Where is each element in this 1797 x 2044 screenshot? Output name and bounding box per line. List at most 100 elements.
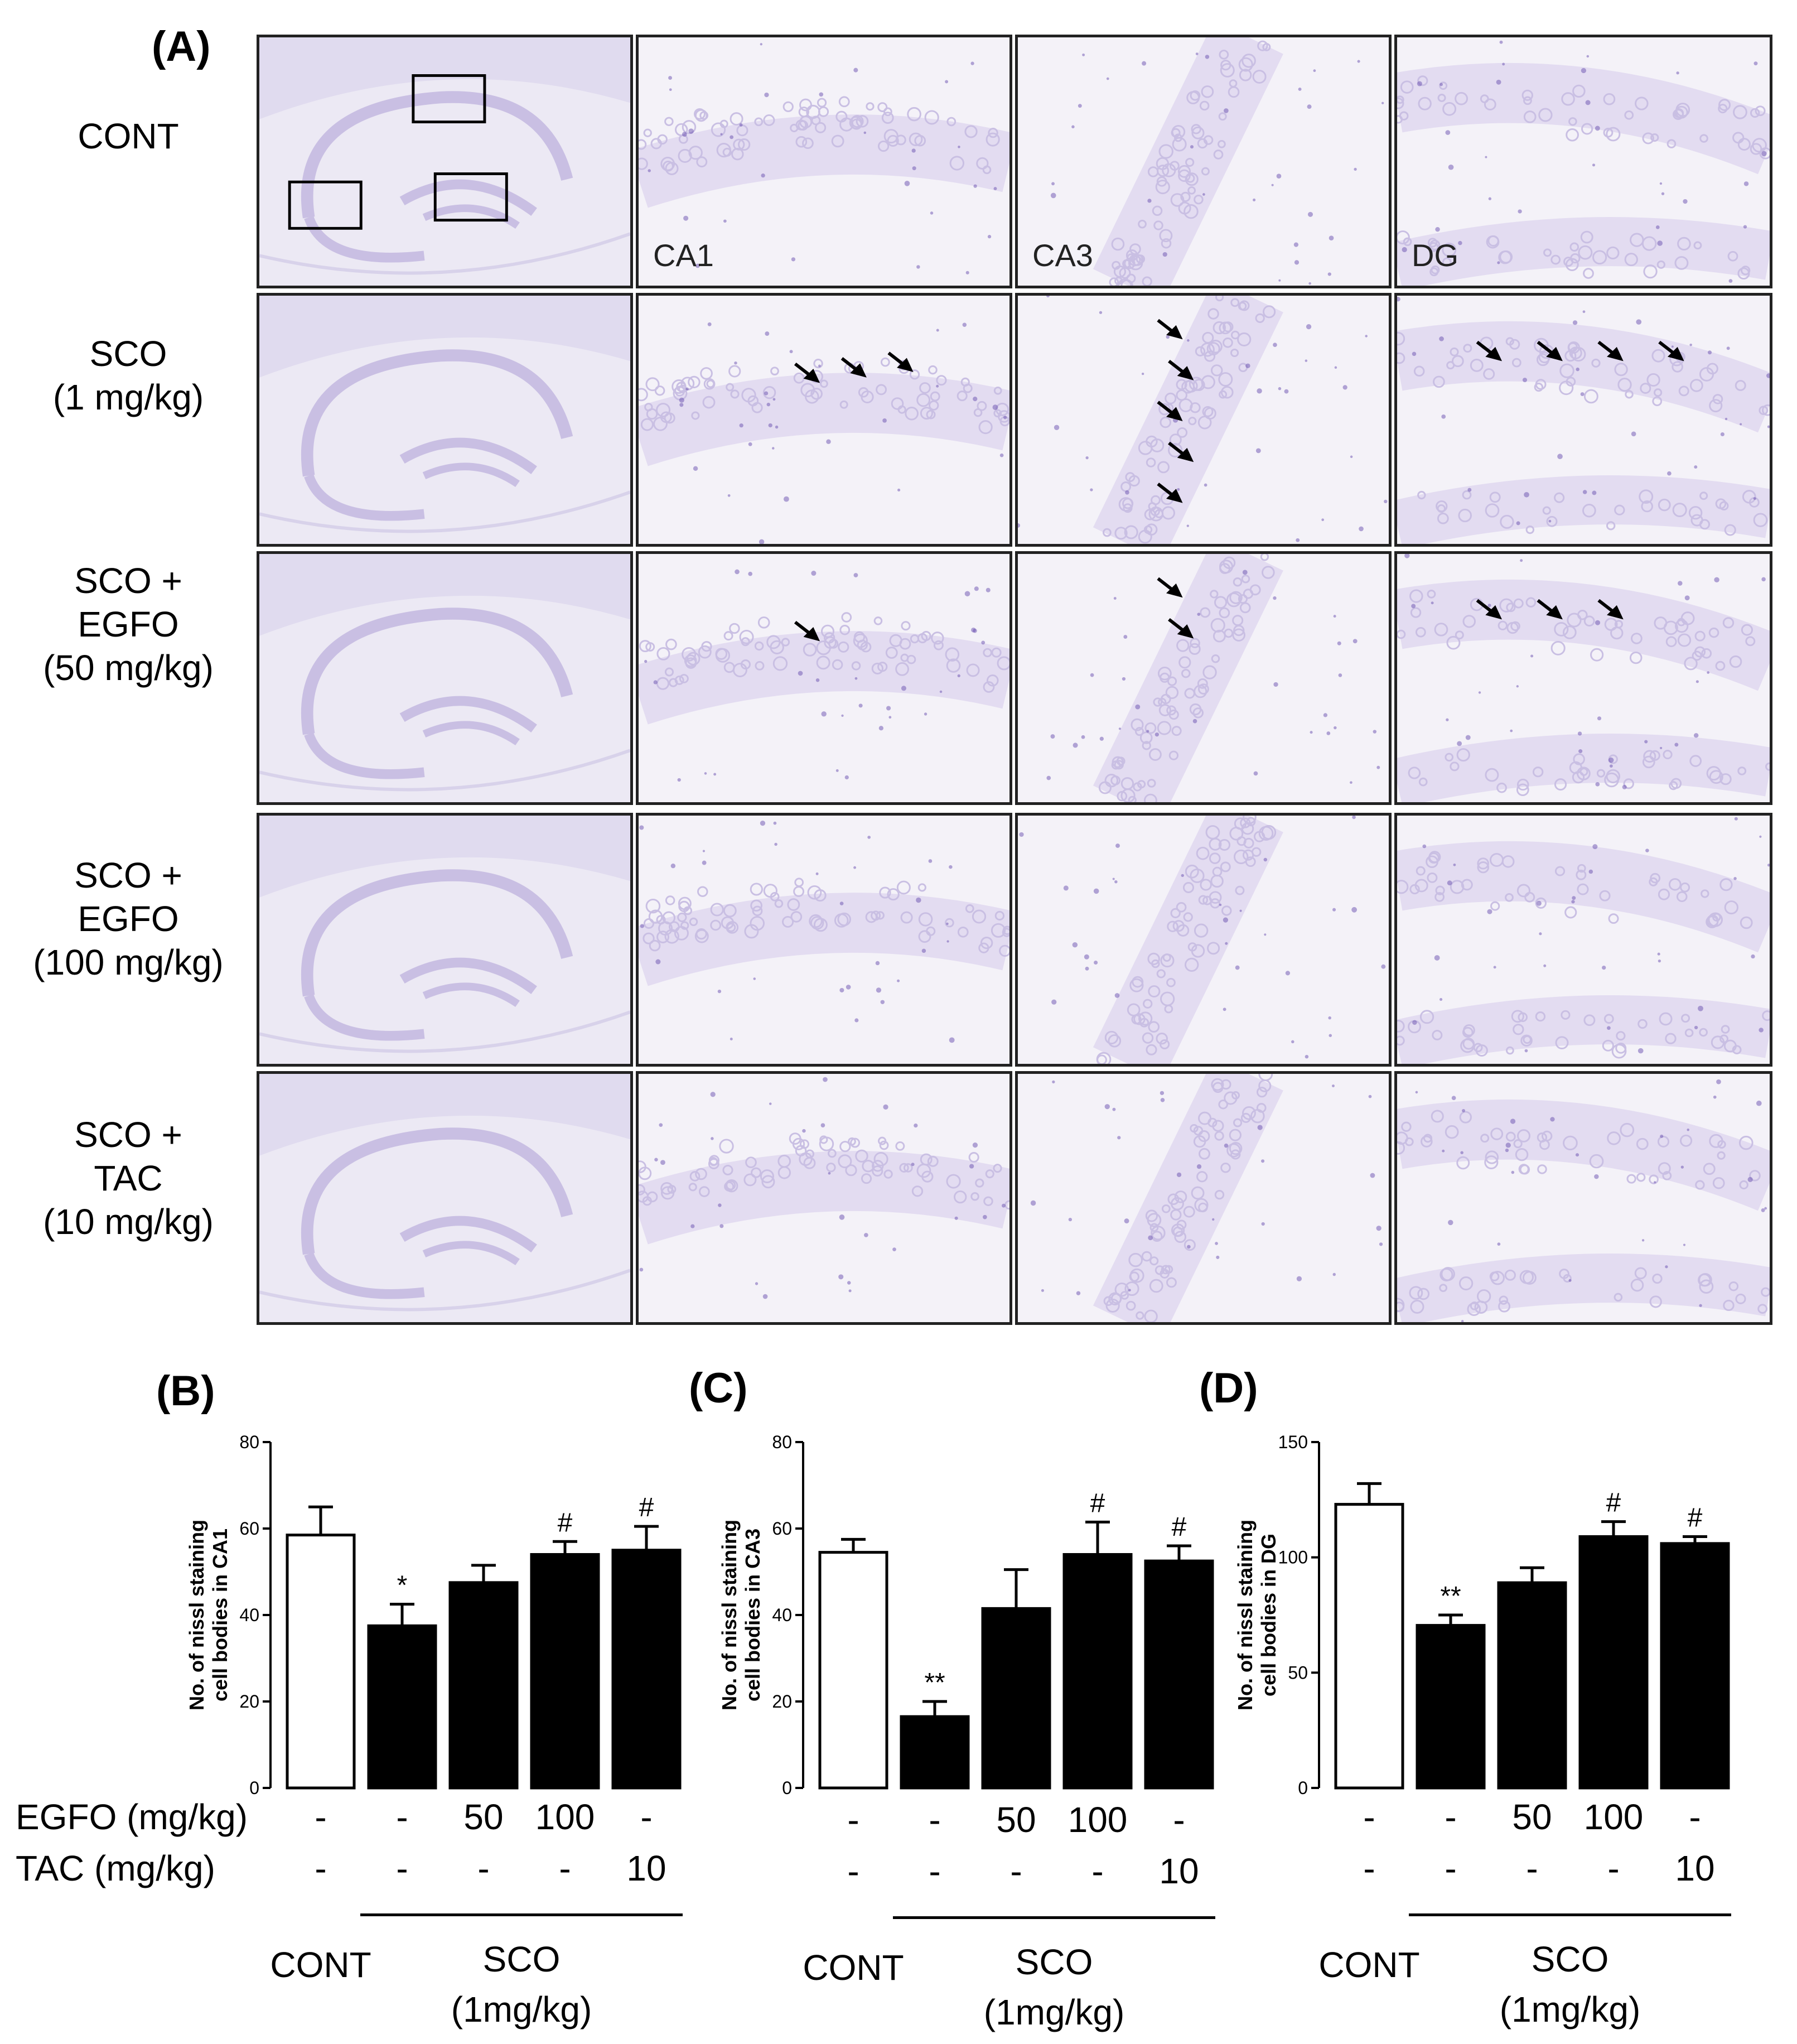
row-label-line: EGFO: [78, 899, 179, 939]
row-label: SCO (1 mg/kg): [11, 332, 245, 419]
region-label: CA3: [1032, 238, 1093, 273]
sco-dose-label: (1mg/kg): [451, 1989, 592, 2029]
bar: [1144, 1559, 1214, 1790]
cont-label: CONT: [270, 1945, 371, 1985]
row-label-line: SCO +: [74, 561, 182, 601]
panel-letter: (B): [156, 1367, 215, 1415]
tac-dose: -: [559, 1848, 571, 1888]
arrow-icon: [1157, 577, 1183, 598]
significance-label: #: [1606, 1488, 1621, 1518]
y-axis-label: No. of nissl staining: [1234, 1520, 1257, 1710]
row-label-line: TAC: [94, 1158, 163, 1198]
micrograph-dg: [1394, 551, 1772, 805]
y-axis-label: cell bodies in CA3: [741, 1529, 764, 1701]
arrow-icon: [1537, 340, 1563, 361]
bar: [1497, 1581, 1567, 1790]
arrow-icon: [1597, 599, 1624, 620]
micrograph-ca1: [636, 551, 1012, 805]
arrow-icon: [1168, 441, 1194, 462]
tac-dose: -: [396, 1848, 408, 1888]
sco-dose-label: (1mg/kg): [983, 1992, 1125, 2032]
hippocampus-overview-image: [257, 551, 633, 805]
egfo-dose: -: [1689, 1797, 1701, 1837]
significance-label: #: [1172, 1512, 1187, 1542]
arrow-icon: [887, 351, 914, 372]
hippocampus-overview-image: [257, 35, 633, 288]
egfo-dose: -: [847, 1800, 859, 1840]
y-axis-label: cell bodies in DG: [1257, 1534, 1280, 1696]
egfo-dose: 100: [1067, 1800, 1128, 1840]
sco-group-line: [360, 1913, 683, 1916]
tac-dose: -: [477, 1848, 490, 1888]
panel-a-letter: (A): [152, 23, 211, 70]
region-label: DG: [1412, 238, 1458, 273]
row-label-line: SCO: [89, 334, 167, 374]
significance-label: **: [1440, 1582, 1461, 1611]
row-label-line: EGFO: [78, 604, 179, 644]
y-tick-label: 40: [772, 1605, 792, 1625]
tac-dose: 10: [1159, 1851, 1199, 1891]
micrograph-ca3: [1015, 813, 1392, 1067]
row-label-line: (1 mg/kg): [52, 377, 204, 417]
sco-label: SCO: [1015, 1942, 1093, 1982]
bar: [611, 1549, 682, 1790]
bar: [1578, 1535, 1649, 1790]
micrograph-ca1: CA1: [636, 35, 1012, 288]
tac-dose: -: [1091, 1851, 1104, 1891]
region-label: CA1: [653, 238, 714, 273]
arrow-icon: [840, 357, 867, 378]
hippocampus-overview-image: [257, 1071, 633, 1325]
tac-dose: -: [315, 1848, 327, 1888]
row-label-line: SCO +: [74, 1115, 182, 1155]
bar: [1062, 1553, 1133, 1790]
y-tick-label: 150: [1278, 1432, 1308, 1452]
cont-label: CONT: [803, 1947, 904, 1988]
bar: [448, 1581, 519, 1790]
sco-group-line: [1409, 1913, 1731, 1916]
region-box: [433, 172, 508, 222]
y-tick-label: 50: [1288, 1662, 1308, 1683]
arrow-icon: [1658, 340, 1684, 361]
row-label: SCO + EGFO (100 mg/kg): [11, 854, 245, 984]
tac-dose: -: [1010, 1851, 1022, 1891]
row-label-line: CONT: [78, 116, 179, 156]
arrow-icon: [1157, 483, 1183, 503]
significance-label: #: [639, 1493, 654, 1522]
arrow-icon: [1157, 401, 1183, 421]
micrograph-dg: [1394, 293, 1772, 547]
tac-row-label: TAC (mg/kg): [16, 1848, 215, 1888]
bar: [1334, 1503, 1404, 1790]
egfo-dose: 100: [535, 1797, 595, 1837]
sco-group-line: [893, 1916, 1215, 1919]
row-label: SCO + EGFO (50 mg/kg): [11, 559, 245, 690]
egfo-dose: -: [1173, 1800, 1185, 1840]
egfo-row-label: EGFO (mg/kg): [16, 1797, 248, 1837]
bar: [1660, 1542, 1730, 1790]
tac-dose: -: [1526, 1848, 1538, 1888]
significance-label: #: [558, 1508, 573, 1537]
arrow-icon: [1168, 360, 1194, 380]
arrow-icon: [1537, 599, 1563, 620]
panel-letter: (D): [1199, 1365, 1258, 1412]
panel-letter: (C): [689, 1365, 748, 1412]
significance-label: #: [1090, 1488, 1105, 1518]
y-tick-label: 80: [239, 1432, 259, 1452]
micrograph-ca3: [1015, 551, 1392, 805]
egfo-dose: 50: [463, 1797, 504, 1837]
row-label: SCO + TAC (10 mg/kg): [11, 1113, 245, 1243]
region-box: [288, 180, 363, 230]
arrow-icon: [1157, 319, 1183, 340]
sco-dose-label: (1mg/kg): [1499, 1989, 1641, 2029]
tac-dose: 10: [1675, 1848, 1715, 1888]
bar: [530, 1553, 600, 1790]
row-label-line: (50 mg/kg): [43, 648, 214, 688]
cont-label: CONT: [1318, 1945, 1420, 1985]
egfo-dose: 100: [1583, 1797, 1644, 1837]
y-tick-label: 40: [239, 1605, 259, 1625]
y-tick-label: 80: [772, 1432, 792, 1452]
arrow-icon: [1476, 599, 1503, 620]
y-tick-label: 0: [782, 1778, 792, 1798]
micrograph-dg: [1394, 813, 1772, 1067]
